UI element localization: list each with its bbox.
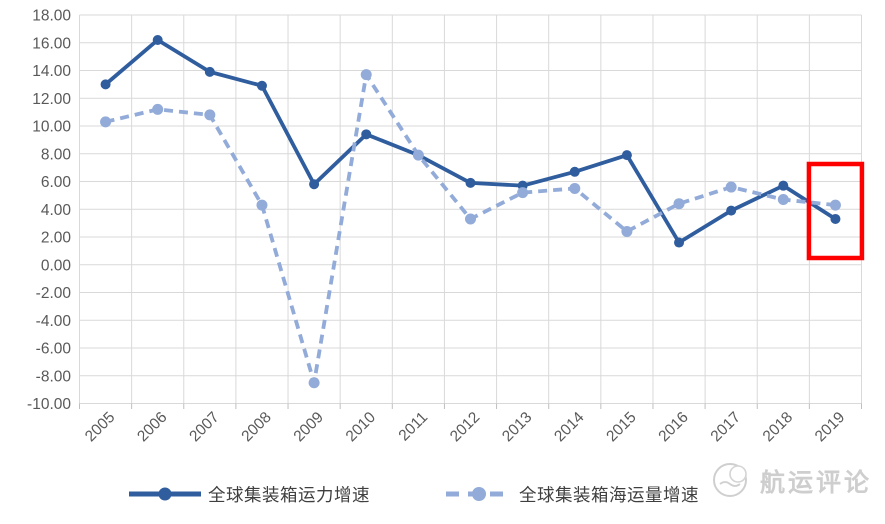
y-tick-label: 4.00 [41, 202, 72, 219]
data-point [204, 66, 215, 77]
line-chart: 18.00 16.00 14.00 12.00 10.00 8.00 6.00 4.00 2.0… [27, 8, 865, 446]
y-tick-label: -8.00 [36, 368, 72, 385]
x-tick-label: 2014 [551, 409, 588, 446]
highlight-box [806, 161, 865, 261]
series-0 [100, 34, 841, 248]
data-point [778, 180, 789, 191]
y-tick-label: 12.00 [32, 91, 71, 108]
x-tick-label: 2013 [499, 409, 535, 445]
y-tick-label: 2.00 [41, 230, 72, 247]
legend-solid-line-sample-icon [129, 487, 201, 501]
chart-legend: 全球集装箱运力增速 全球集装箱海运量增速 [0, 481, 885, 511]
data-point [412, 149, 424, 161]
y-tick-label: 6.00 [41, 174, 72, 191]
data-point [673, 198, 685, 210]
data-point [465, 213, 476, 225]
legend-item-volume-growth[interactable]: 全球集装箱海运量增速 [444, 481, 699, 507]
x-axis-labels: 2005 2006 2007 2008 2009 2010 2011 2012 2013 2014… [82, 409, 848, 446]
x-tick-label: 2010 [343, 409, 380, 446]
x-tick-label: 2016 [655, 409, 691, 445]
x-tick-label: 2012 [447, 409, 483, 445]
x-tick-label: 2009 [291, 409, 327, 445]
data-point [621, 225, 633, 237]
y-axis-labels: 18.00 16.00 14.00 12.00 10.00 8.00 6.00 4.00 2.0… [27, 8, 71, 414]
x-tick-label: 2011 [396, 409, 432, 445]
x-tick-label: 2019 [812, 409, 848, 445]
y-tick-label: -10.00 [27, 396, 71, 413]
y-tick-label: -2.00 [36, 285, 72, 302]
data-point [256, 199, 268, 211]
data-point [256, 80, 267, 91]
data-point [777, 194, 789, 206]
data-point [830, 213, 841, 224]
y-tick-label: -4.00 [36, 313, 72, 330]
legend-label-volume-growth: 全球集装箱海运量增速 [519, 484, 699, 505]
data-point [465, 177, 476, 188]
data-point [204, 109, 216, 121]
x-tick-label: 2017 [708, 409, 744, 445]
data-point [569, 182, 581, 194]
data-point [309, 179, 320, 190]
y-tick-label: -6.00 [36, 341, 72, 358]
data-point [100, 116, 112, 128]
legend-item-capacity-growth[interactable]: 全球集装箱运力增速 [127, 481, 370, 507]
x-tick-label: 2007 [186, 409, 222, 445]
data-point [152, 34, 163, 45]
x-tick-label: 2006 [134, 409, 170, 445]
legend-dashed-line-sample-icon [446, 487, 512, 501]
data-point [308, 377, 320, 389]
y-tick-label: 16.00 [32, 35, 71, 52]
x-tick-label: 2018 [760, 409, 796, 445]
series-line-dashed [105, 72, 836, 385]
y-tick-label: 18.00 [32, 8, 71, 25]
y-tick-label: 14.00 [32, 63, 71, 80]
y-tick-label: 10.00 [32, 119, 71, 136]
series-1 [100, 69, 841, 389]
data-point [100, 79, 111, 90]
data-point [829, 199, 841, 211]
data-point [569, 166, 580, 177]
data-point [725, 181, 737, 193]
x-tick-label: 2005 [82, 409, 118, 445]
data-point [152, 103, 164, 115]
x-tick-label: 2015 [603, 409, 639, 445]
data-point [361, 129, 372, 140]
gridlines [79, 14, 862, 409]
legend-label-capacity-growth: 全球集装箱运力增速 [208, 484, 370, 505]
y-tick-label: 8.00 [41, 146, 72, 163]
data-point [517, 187, 529, 199]
data-point [621, 150, 632, 161]
data-point [360, 69, 372, 81]
data-point [726, 205, 737, 216]
x-tick-label: 2008 [238, 409, 274, 445]
y-tick-label: 0.00 [41, 257, 72, 274]
data-point [674, 237, 685, 248]
